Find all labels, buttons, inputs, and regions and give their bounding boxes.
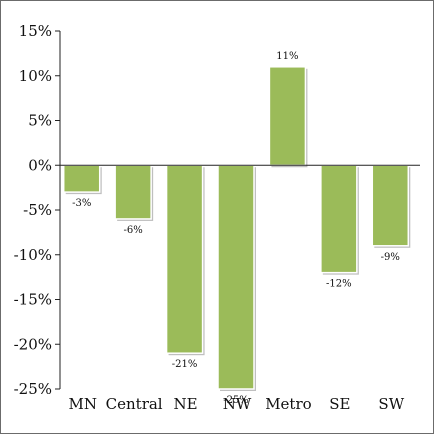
y-tick-label: 15%: [19, 22, 52, 40]
x-tick-label: SE: [329, 395, 350, 413]
y-tick-label: -20%: [14, 335, 52, 353]
bar-sw: [371, 164, 410, 247]
data-label: 11%: [276, 51, 298, 62]
data-label: -25%: [223, 395, 249, 406]
x-tick-label: MN: [68, 395, 96, 413]
bars: [62, 66, 411, 391]
data-label: -6%: [124, 225, 143, 236]
bar-metro: [268, 66, 307, 166]
y-tick-label: -15%: [14, 291, 52, 309]
y-tick-label: 10%: [19, 67, 52, 85]
data-labels: -3% -6% -21% -25% 11% -12% -9%: [72, 51, 400, 406]
x-tick-label: Central: [106, 395, 163, 413]
x-tick-label: SW: [378, 395, 404, 413]
x-tick-label: NE: [174, 395, 198, 413]
x-tick-label: Metro: [265, 395, 311, 413]
data-label: -12%: [326, 279, 352, 290]
x-axis: MN Central NE NW Metro SE SW: [60, 164, 420, 413]
y-tick-label: -10%: [14, 246, 52, 264]
y-axis: 15% 10% 5% 0% -5% -10% -15% -20% -25%: [14, 22, 61, 398]
y-tick-label: -5%: [23, 201, 52, 219]
data-label: -9%: [381, 252, 400, 263]
bar-se: [320, 164, 358, 274]
bar-central: [114, 164, 152, 220]
y-tick-label: 0%: [28, 156, 52, 174]
bar-mn: [62, 164, 101, 193]
data-label: -3%: [72, 198, 91, 209]
data-label: -21%: [172, 359, 198, 370]
x-tick-label: NW: [223, 395, 252, 413]
bar-nw: [217, 164, 255, 390]
bar-ne: [165, 164, 204, 354]
y-tick-label: -25%: [14, 380, 52, 398]
y-tick-label: 5%: [28, 112, 52, 130]
